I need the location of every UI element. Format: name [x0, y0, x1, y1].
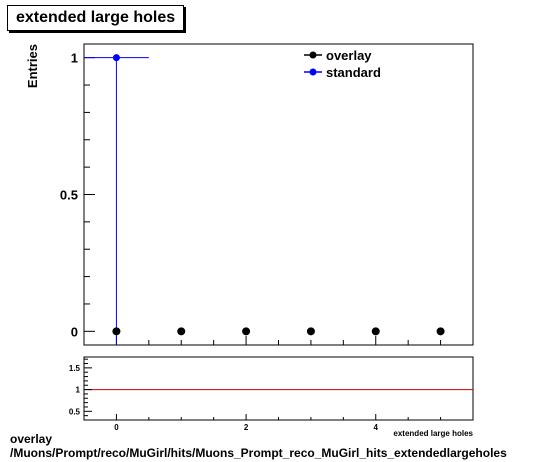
y-axis-label: Entries — [25, 44, 40, 88]
ratio-x-tick-label: 4 — [374, 423, 379, 432]
main-plot-frame — [83, 43, 474, 346]
overlay-point — [177, 327, 186, 336]
y-tick-label: 0.5 — [60, 188, 78, 203]
ratio-y-tick-label: 1 — [76, 386, 81, 395]
overlay-point — [242, 327, 251, 336]
legend-marker-standard — [309, 68, 317, 76]
main-plot-panel: 0 0.5 1 Entries overlay standard — [25, 43, 474, 346]
overlay-point — [112, 327, 121, 336]
legend-marker-overlay — [309, 51, 317, 59]
ratio-x-tick-label: 2 — [244, 423, 249, 432]
legend-label-standard: standard — [326, 65, 381, 80]
standard-point — [112, 54, 120, 62]
ratio-plot-panel: 0.5 1 1.5 0 2 4 extended large holes — [69, 356, 474, 438]
y-tick-label: 0 — [71, 324, 78, 339]
overlay-point — [436, 327, 445, 336]
chart-title: extended large holes — [7, 5, 185, 31]
ratio-y-tick-label: 0.5 — [69, 407, 81, 416]
footer-overlay-label: overlay — [10, 432, 53, 446]
ratio-plot-frame — [83, 356, 474, 421]
overlay-point — [306, 327, 315, 336]
x-axis-label: extended large holes — [393, 429, 473, 438]
legend-label-overlay: overlay — [326, 48, 372, 63]
y-tick-label: 1 — [71, 51, 78, 66]
ratio-y-tick-label: 1.5 — [69, 364, 81, 373]
overlay-point — [371, 327, 380, 336]
ratio-x-tick-label: 0 — [114, 423, 119, 432]
footer-histogram-path: /Muons/Prompt/reco/MuGirl/hits/Muons_Pro… — [10, 446, 507, 460]
